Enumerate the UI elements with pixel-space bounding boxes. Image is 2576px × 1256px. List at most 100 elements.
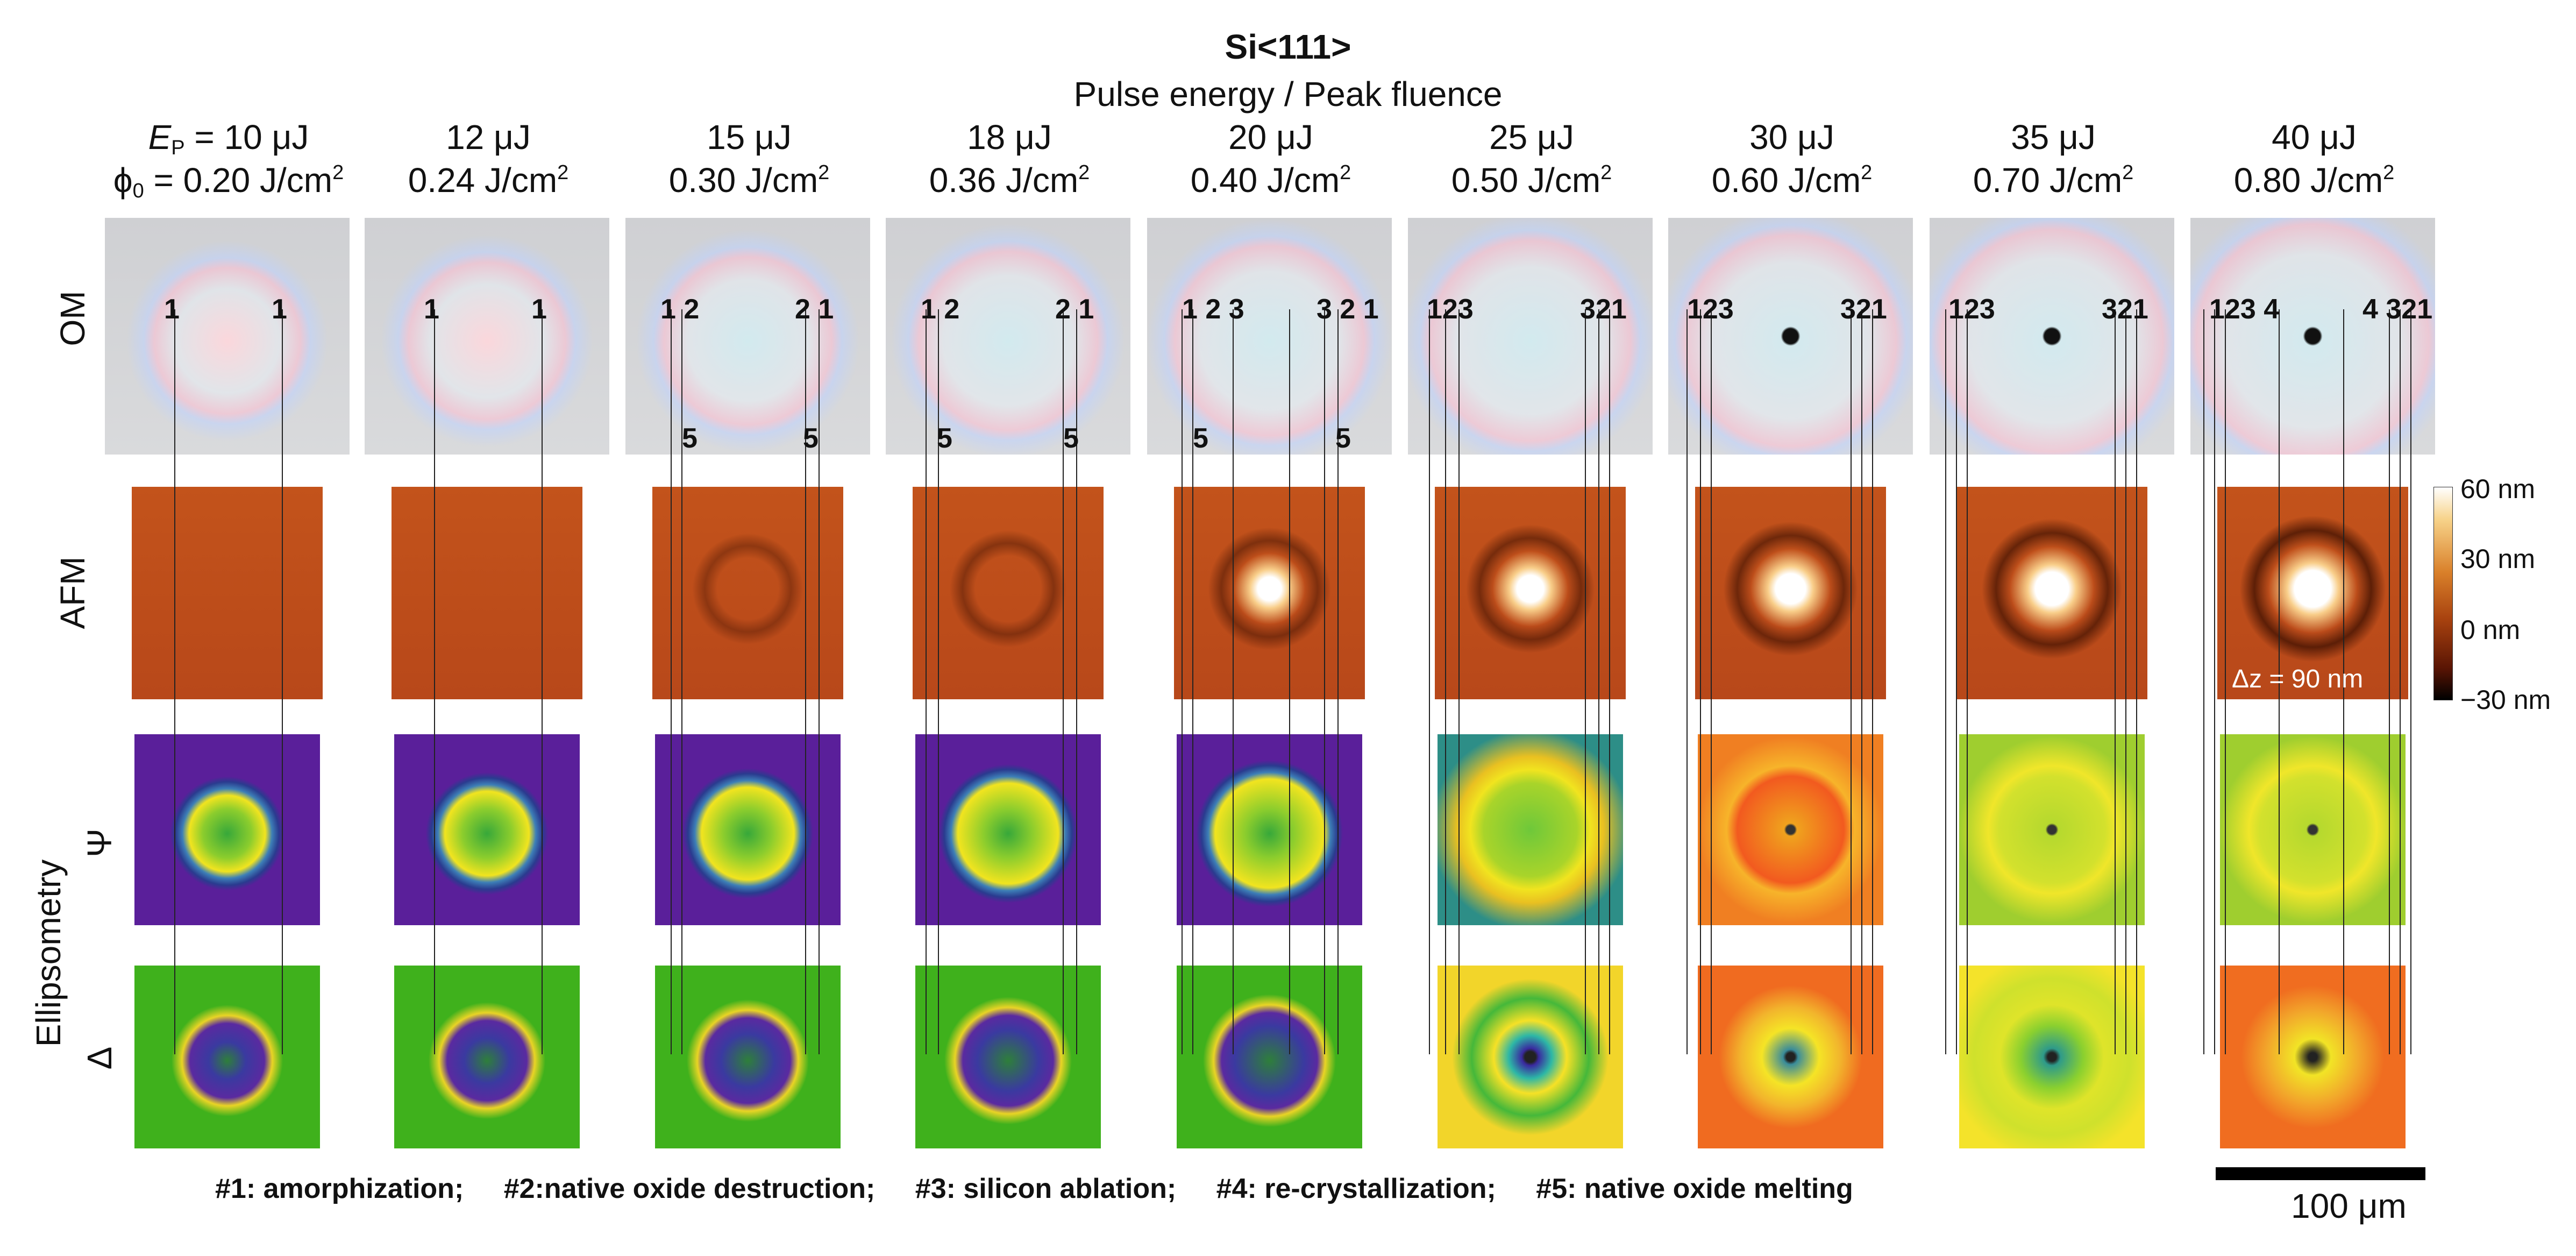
- om-image-col-8: [1930, 218, 2174, 455]
- fluence-value: 0.60 J/cm: [1711, 161, 1861, 200]
- melt-marker-3: 5: [937, 423, 952, 454]
- om-image-col-1: [105, 218, 350, 455]
- fluence-value: 0.36 J/cm: [929, 161, 1079, 200]
- energy-value: 25 μJ: [1489, 118, 1574, 157]
- psi-image-col-8: [1959, 734, 2145, 925]
- energy-value: 35 μJ: [2011, 118, 2096, 157]
- legend-item-3: #3: silicon ablation;: [915, 1173, 1177, 1204]
- colorbar-tick-30: 30 nm: [2460, 544, 2535, 574]
- om-marker-left-col-9: 123 4: [2209, 294, 2280, 325]
- om-marker-right-col-3: 2 1: [795, 294, 834, 325]
- fluence-exponent: 2: [557, 161, 569, 184]
- column-header-7: 30 μJ 0.60 J/cm2: [1668, 116, 1916, 202]
- fluence-value: 0.30 J/cm: [668, 161, 819, 200]
- om-marker-right-col-6: 321: [1580, 294, 1627, 325]
- melt-marker-4: 5: [1063, 423, 1079, 454]
- figure-subtitle: Pulse energy / Peak fluence: [1073, 75, 1503, 113]
- colorbar-tick-0: 0 nm: [2460, 615, 2521, 645]
- melt-marker-6: 5: [1335, 423, 1351, 454]
- fluence-exponent: 2: [2383, 161, 2395, 184]
- fluence-exponent: 2: [1078, 161, 1090, 184]
- afm-image-col-3: [652, 487, 843, 699]
- om-marker-left-col-8: 123: [1948, 294, 1995, 325]
- om-marker-left-col-2: 1: [424, 294, 439, 325]
- delta-image-col-9: [2220, 966, 2406, 1148]
- om-image-col-3: [625, 218, 870, 455]
- scale-bar-label: 100 μm: [2291, 1187, 2407, 1225]
- energy-value: = 10 μJ: [194, 118, 309, 157]
- energy-value: 15 μJ: [707, 118, 792, 157]
- legend-item-5: #5: native oxide melting: [1536, 1173, 1853, 1204]
- delta-image-col-3: [655, 966, 841, 1148]
- psi-image-col-7: [1698, 734, 1883, 925]
- fluence-value: 0.80 J/cm: [2233, 161, 2383, 200]
- energy-value: 12 μJ: [446, 118, 531, 157]
- delta-image-col-5: [1177, 966, 1362, 1148]
- fluence-value: 0.50 J/cm: [1451, 161, 1601, 200]
- column-header-8: 35 μJ 0.70 J/cm2: [1930, 116, 2177, 202]
- legend-item-2: #2:native oxide destruction;: [503, 1173, 876, 1204]
- afm-image-col-2: [392, 487, 582, 699]
- fluence-exponent: 2: [1340, 161, 1351, 184]
- om-marker-right-col-7: 321: [1840, 294, 1887, 325]
- om-marker-right-col-1: 1: [272, 294, 287, 325]
- colorbar-tick-minus30: −30 nm: [2460, 685, 2551, 715]
- afm-image-col-4: [913, 487, 1104, 699]
- fluence-value: 0.70 J/cm: [1973, 161, 2123, 200]
- om-marker-right-col-2: 1: [531, 294, 547, 325]
- om-marker-right-col-9: 4 321: [2362, 294, 2433, 325]
- column-header-9: 40 μJ 0.80 J/cm2: [2190, 116, 2438, 202]
- melt-marker-5: 5: [1193, 423, 1208, 454]
- delta-image-col-1: [134, 966, 320, 1148]
- psi-image-col-6: [1438, 734, 1623, 925]
- legend-item-1: #1: amorphization;: [215, 1173, 464, 1204]
- om-marker-right-col-5: 3 2 1: [1317, 294, 1379, 325]
- energy-subscript: P: [171, 137, 185, 159]
- om-marker-left-col-6: 123: [1427, 294, 1474, 325]
- energy-value: 20 μJ: [1228, 118, 1313, 157]
- fluence-value: 0.40 J/cm: [1190, 161, 1340, 200]
- column-header-2: 12 μJ 0.24 J/cm2: [365, 116, 612, 202]
- melt-marker-1: 5: [682, 423, 698, 454]
- column-header-4: 18 μJ 0.36 J/cm2: [886, 116, 1133, 202]
- delta-image-col-6: [1438, 966, 1623, 1148]
- delta-image-col-2: [394, 966, 580, 1148]
- energy-value: 40 μJ: [2272, 118, 2357, 157]
- om-marker-right-col-4: 2 1: [1055, 294, 1094, 325]
- dz-label: Δz = 90 nm: [2232, 665, 2364, 693]
- afm-image-col-5: [1174, 487, 1365, 699]
- om-marker-left-col-4: 1 2: [921, 294, 960, 325]
- om-image-col-2: [365, 218, 609, 455]
- fluence-exponent: 2: [818, 161, 830, 184]
- fluence-exponent: 2: [2122, 161, 2134, 184]
- column-header-5: 20 μJ 0.40 J/cm2: [1147, 116, 1394, 202]
- afm-image-col-1: [132, 487, 323, 699]
- colorbar-tick-60: 60 nm: [2460, 474, 2535, 504]
- psi-image-col-4: [915, 734, 1101, 925]
- fluence-value: = 0.20 J/cm: [153, 161, 333, 200]
- psi-image-col-3: [655, 734, 841, 925]
- psi-image-col-9: [2220, 734, 2406, 925]
- afm-colorbar: [2433, 487, 2453, 700]
- fluence-exponent: 2: [1861, 161, 1873, 184]
- legend: #1: amorphization; #2:native oxide destr…: [215, 1173, 1885, 1205]
- fluence-value: 0.24 J/cm: [408, 161, 558, 200]
- energy-symbol: E: [148, 118, 172, 157]
- om-marker-left-col-5: 1 2 3: [1182, 294, 1244, 325]
- column-header-3: 15 μJ 0.30 J/cm2: [625, 116, 873, 202]
- psi-image-col-1: [134, 734, 320, 925]
- om-image-col-6: [1408, 218, 1653, 455]
- afm-image-col-7: [1695, 487, 1886, 699]
- energy-value: 30 μJ: [1749, 118, 1834, 157]
- scale-bar: [2216, 1167, 2425, 1180]
- delta-image-col-7: [1698, 966, 1883, 1148]
- om-marker-right-col-8: 321: [2102, 294, 2148, 325]
- fluence-symbol: ϕ: [113, 161, 133, 200]
- delta-image-col-4: [915, 966, 1101, 1148]
- om-image-col-9: [2190, 218, 2435, 455]
- afm-image-col-6: [1435, 487, 1626, 699]
- om-marker-left-col-3: 1 2: [660, 294, 700, 325]
- psi-image-col-5: [1177, 734, 1362, 925]
- om-marker-left-col-1: 1: [164, 294, 180, 325]
